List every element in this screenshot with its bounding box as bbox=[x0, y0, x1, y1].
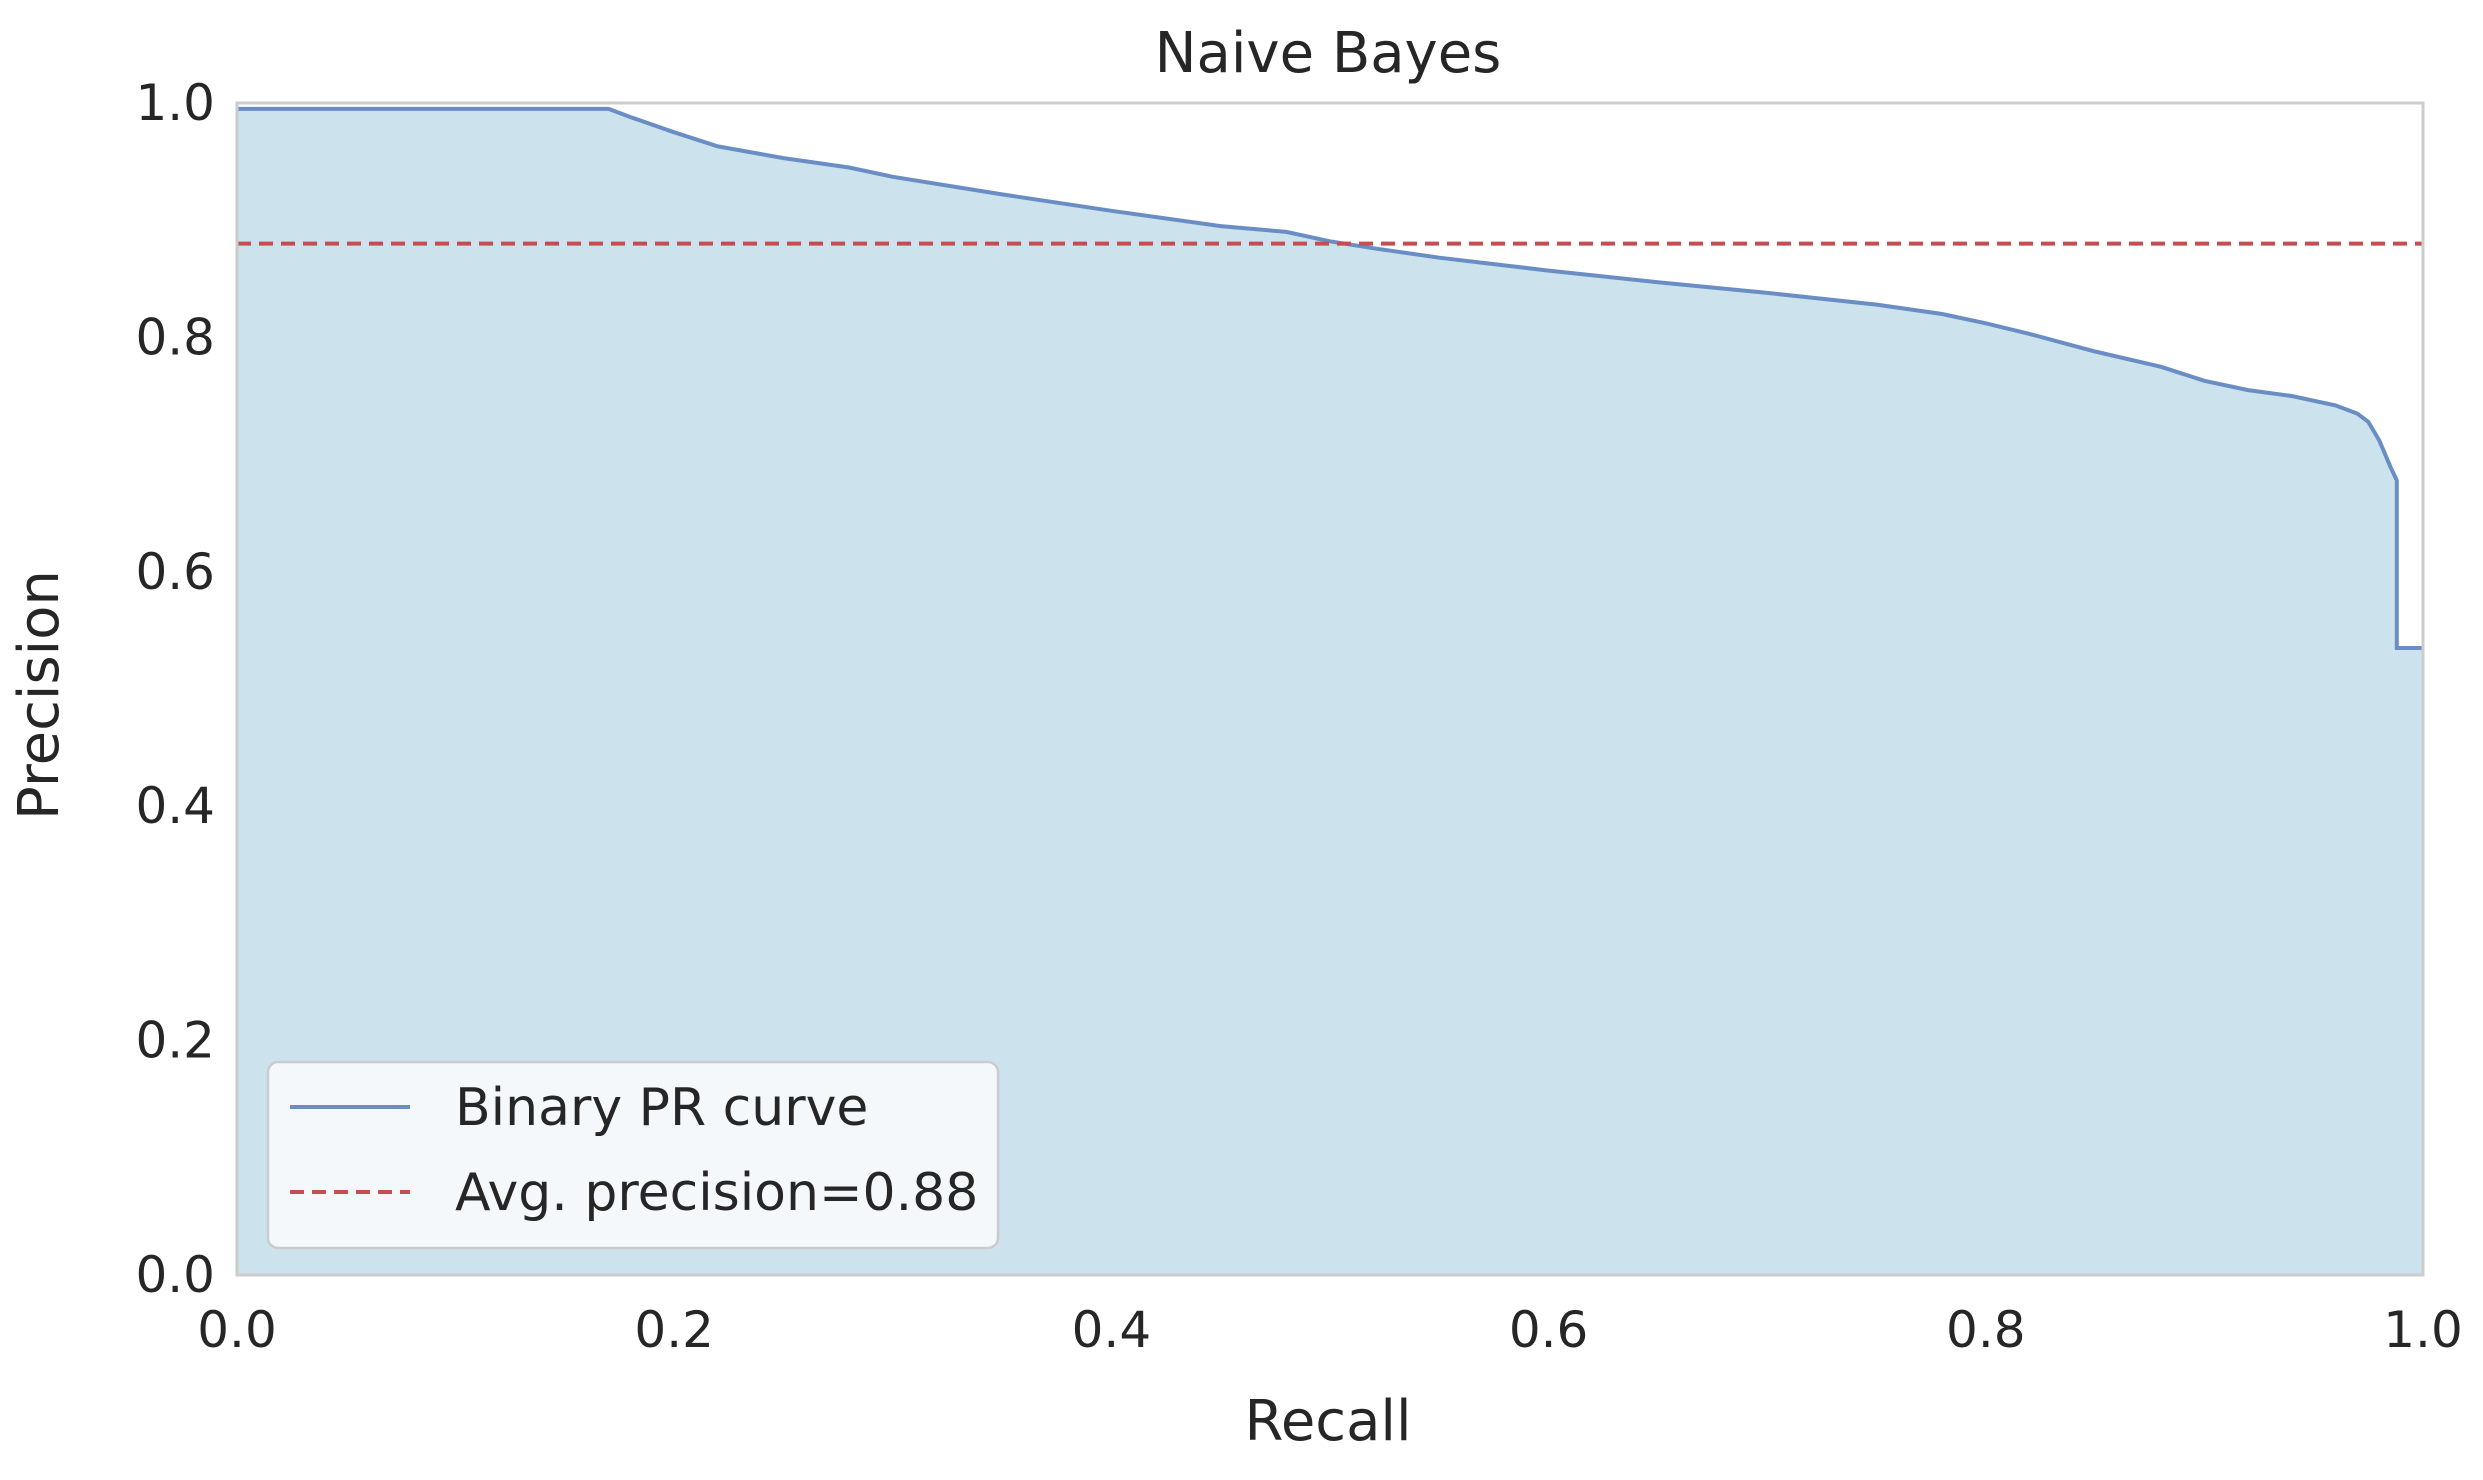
chart-title: Naive Bayes bbox=[1155, 21, 1502, 86]
x-tick-label: 0.4 bbox=[1072, 1301, 1152, 1359]
x-axis-label: Recall bbox=[1244, 1389, 1411, 1454]
legend-label-pr-curve: Binary PR curve bbox=[455, 1078, 868, 1138]
y-tick-label: 0.6 bbox=[135, 543, 215, 601]
y-tick-label: 0.0 bbox=[135, 1246, 215, 1304]
pr-curve-fill bbox=[237, 108, 2423, 1275]
x-tick-label: 0.2 bbox=[634, 1301, 714, 1359]
plot-frame bbox=[235, 101, 2425, 1277]
y-axis-label: Precision bbox=[7, 570, 72, 820]
y-tick-label: 0.4 bbox=[135, 777, 215, 835]
y-tick-label: 0.2 bbox=[135, 1012, 215, 1070]
x-axis-ticks: 0.0 0.2 0.4 0.6 0.8 1.0 bbox=[197, 1301, 2463, 1359]
x-tick-label: 0.6 bbox=[1509, 1301, 1589, 1359]
legend: Binary PR curve Avg. precision=0.88 bbox=[266, 1060, 1000, 1250]
x-tick-label: 0.0 bbox=[197, 1301, 277, 1359]
pr-curve-line bbox=[237, 106, 2423, 650]
legend-label-avg-precision: Avg. precision=0.88 bbox=[455, 1163, 978, 1223]
y-axis-ticks: 0.0 0.2 0.4 0.6 0.8 1.0 bbox=[135, 74, 215, 1304]
y-tick-label: 1.0 bbox=[135, 74, 215, 132]
legend-box bbox=[266, 1060, 1000, 1250]
x-tick-label: 1.0 bbox=[2383, 1301, 2463, 1359]
plot-area bbox=[235, 101, 2425, 1277]
y-tick-label: 0.8 bbox=[135, 308, 215, 366]
x-tick-label: 0.8 bbox=[1946, 1301, 2026, 1359]
